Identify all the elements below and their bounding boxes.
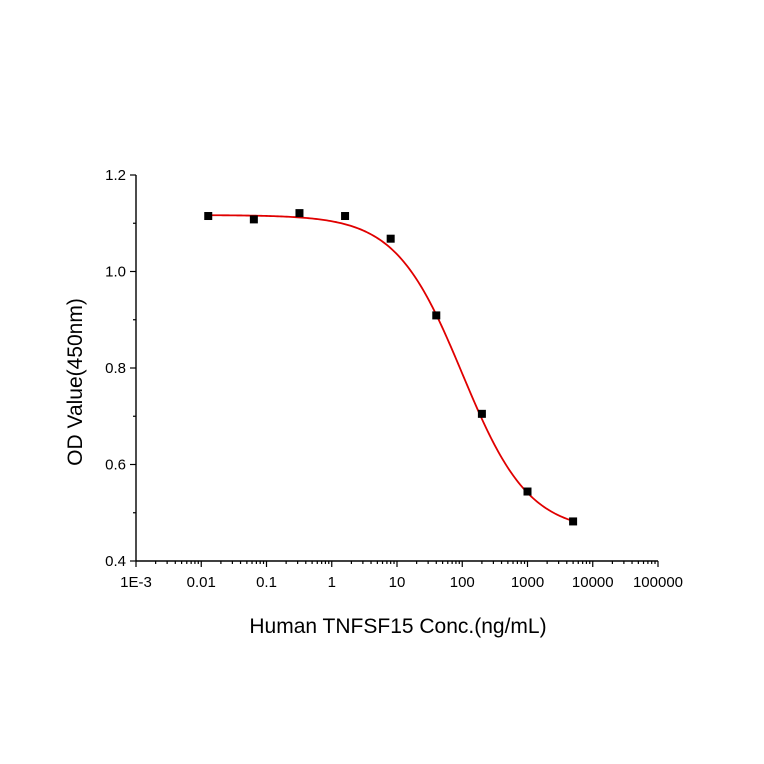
plot-area: 0.4 0.6 0.8 1.0 1.2 1E-3 0.01 0.1 1 10 100 1000 1000… (105, 167, 683, 591)
data-point (295, 209, 304, 218)
y-tick-label: 0.6 (105, 457, 126, 474)
data-point (569, 517, 578, 526)
data-point (477, 409, 486, 418)
data-point (523, 487, 532, 496)
x-tick-label: 10000 (572, 574, 614, 591)
fit-curve (208, 214, 574, 522)
x-tick-label: 1E-3 (120, 574, 152, 591)
data-point (204, 212, 213, 221)
y-tick-label: 1.0 (105, 264, 126, 281)
data-point (341, 212, 350, 221)
data-point (432, 311, 441, 320)
x-tick-label: 100000 (633, 574, 683, 591)
y-axis-title: OD Value(450nm) (64, 298, 87, 466)
y-tick-label: 0.4 (105, 553, 126, 570)
x-tick-label: 1000 (511, 574, 544, 591)
y-tick-label: 1.2 (105, 167, 126, 184)
x-axis-title: Human TNFSF15 Conc.(ng/mL) (249, 615, 546, 638)
x-tick-label: 0.1 (256, 574, 277, 591)
x-tick-label: 0.01 (187, 574, 216, 591)
y-tick-label: 0.8 (105, 360, 126, 377)
data-point (386, 234, 395, 243)
x-tick-label: 10 (389, 574, 406, 591)
x-tick-label: 100 (450, 574, 475, 591)
data-point (249, 215, 258, 224)
x-tick-label: 1 (328, 574, 336, 591)
